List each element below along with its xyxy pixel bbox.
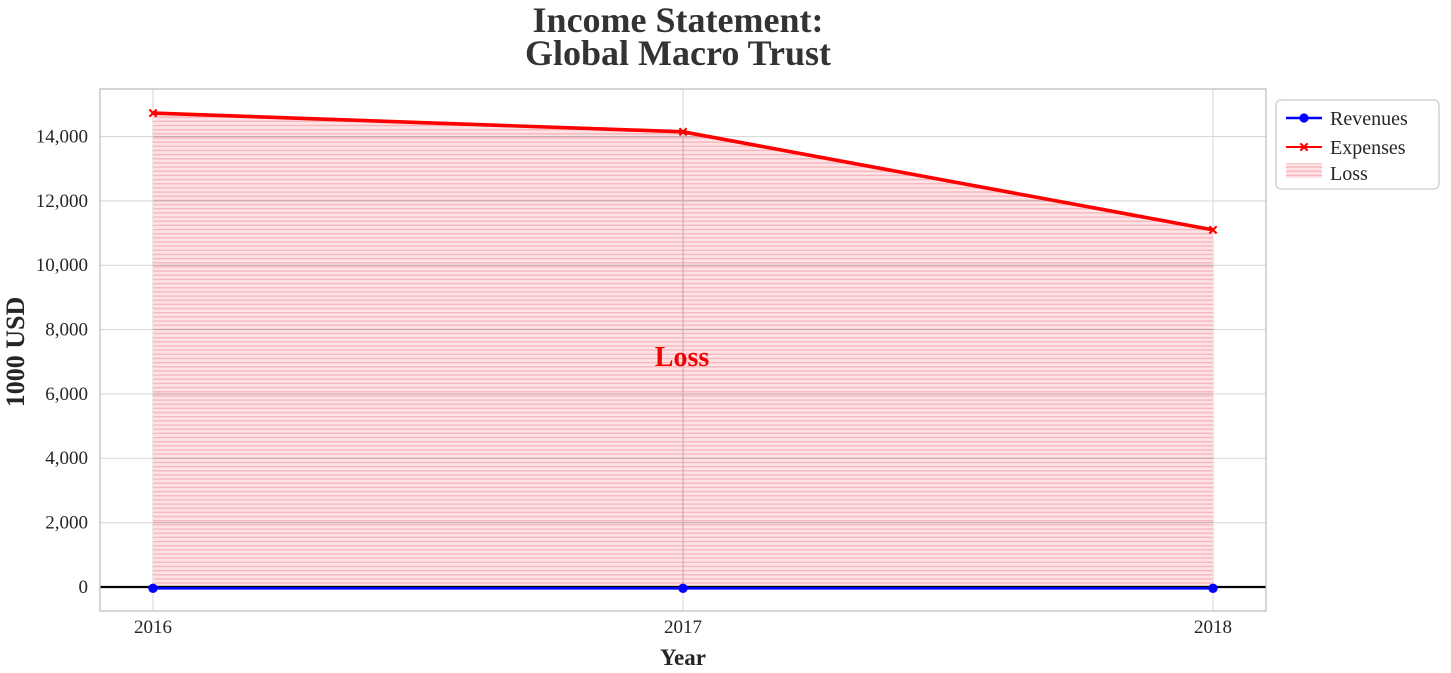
svg-text:Global Macro Trust: Global Macro Trust [525, 33, 831, 73]
svg-text:Loss: Loss [655, 342, 710, 373]
svg-text:2018: 2018 [1194, 617, 1232, 638]
svg-text:1000 USD: 1000 USD [1, 297, 30, 408]
svg-text:14,000: 14,000 [36, 126, 88, 147]
svg-text:Revenues: Revenues [1330, 108, 1408, 130]
svg-text:10,000: 10,000 [36, 255, 88, 276]
svg-text:0: 0 [79, 577, 89, 598]
svg-text:8,000: 8,000 [45, 320, 88, 341]
svg-text:2017: 2017 [664, 617, 702, 638]
svg-text:Year: Year [660, 645, 706, 670]
svg-text:12,000: 12,000 [36, 191, 88, 212]
svg-text:Expenses: Expenses [1330, 137, 1406, 159]
svg-text:2016: 2016 [134, 617, 172, 638]
svg-text:4,000: 4,000 [45, 448, 88, 469]
svg-text:6,000: 6,000 [45, 384, 88, 405]
svg-text:Loss: Loss [1330, 163, 1368, 185]
svg-text:2,000: 2,000 [45, 513, 88, 534]
